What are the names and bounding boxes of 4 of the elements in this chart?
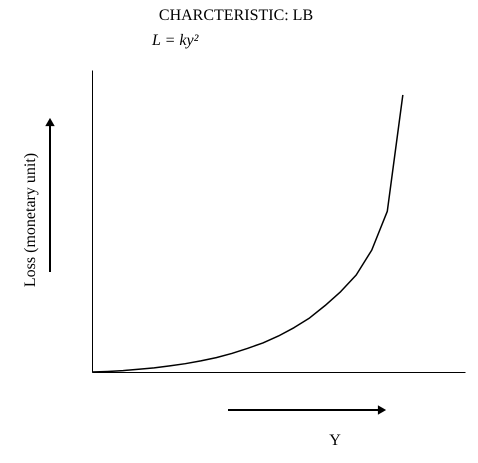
x-axis-title: Y (329, 432, 342, 449)
y-axis-title: Loss (monetary unit) (22, 152, 39, 288)
chart-title: CHARCTERISTIC: LB (158, 7, 314, 24)
text: L = ky² (151, 32, 200, 49)
